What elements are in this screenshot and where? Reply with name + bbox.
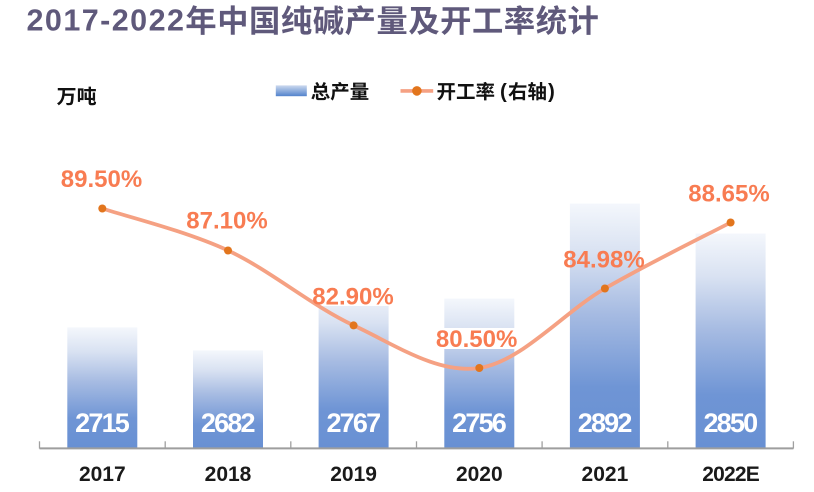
svg-text:2850: 2850 xyxy=(703,408,757,438)
svg-text:2682: 2682 xyxy=(201,408,255,438)
svg-text:2021: 2021 xyxy=(582,463,629,486)
svg-text:2892: 2892 xyxy=(578,408,632,438)
svg-text:2017: 2017 xyxy=(79,463,126,486)
svg-text:): ) xyxy=(548,80,555,103)
svg-text:87.10%: 87.10% xyxy=(186,208,267,235)
svg-text:88.65%: 88.65% xyxy=(688,181,769,208)
svg-text:2019: 2019 xyxy=(330,463,377,486)
svg-text:2018: 2018 xyxy=(205,463,252,486)
svg-text:2022E: 2022E xyxy=(702,463,760,486)
svg-text:82.90%: 82.90% xyxy=(312,283,393,310)
svg-text:2715: 2715 xyxy=(75,408,130,438)
svg-text:2017-2022: 2017-2022 xyxy=(27,4,186,38)
svg-text:2756: 2756 xyxy=(452,408,507,438)
svg-text:2767: 2767 xyxy=(326,408,380,438)
svg-text:(: ( xyxy=(500,80,507,103)
svg-text:84.98%: 84.98% xyxy=(563,247,644,274)
svg-text:80.50%: 80.50% xyxy=(436,326,517,353)
svg-text:2020: 2020 xyxy=(456,463,503,486)
svg-text:89.50%: 89.50% xyxy=(61,166,142,193)
